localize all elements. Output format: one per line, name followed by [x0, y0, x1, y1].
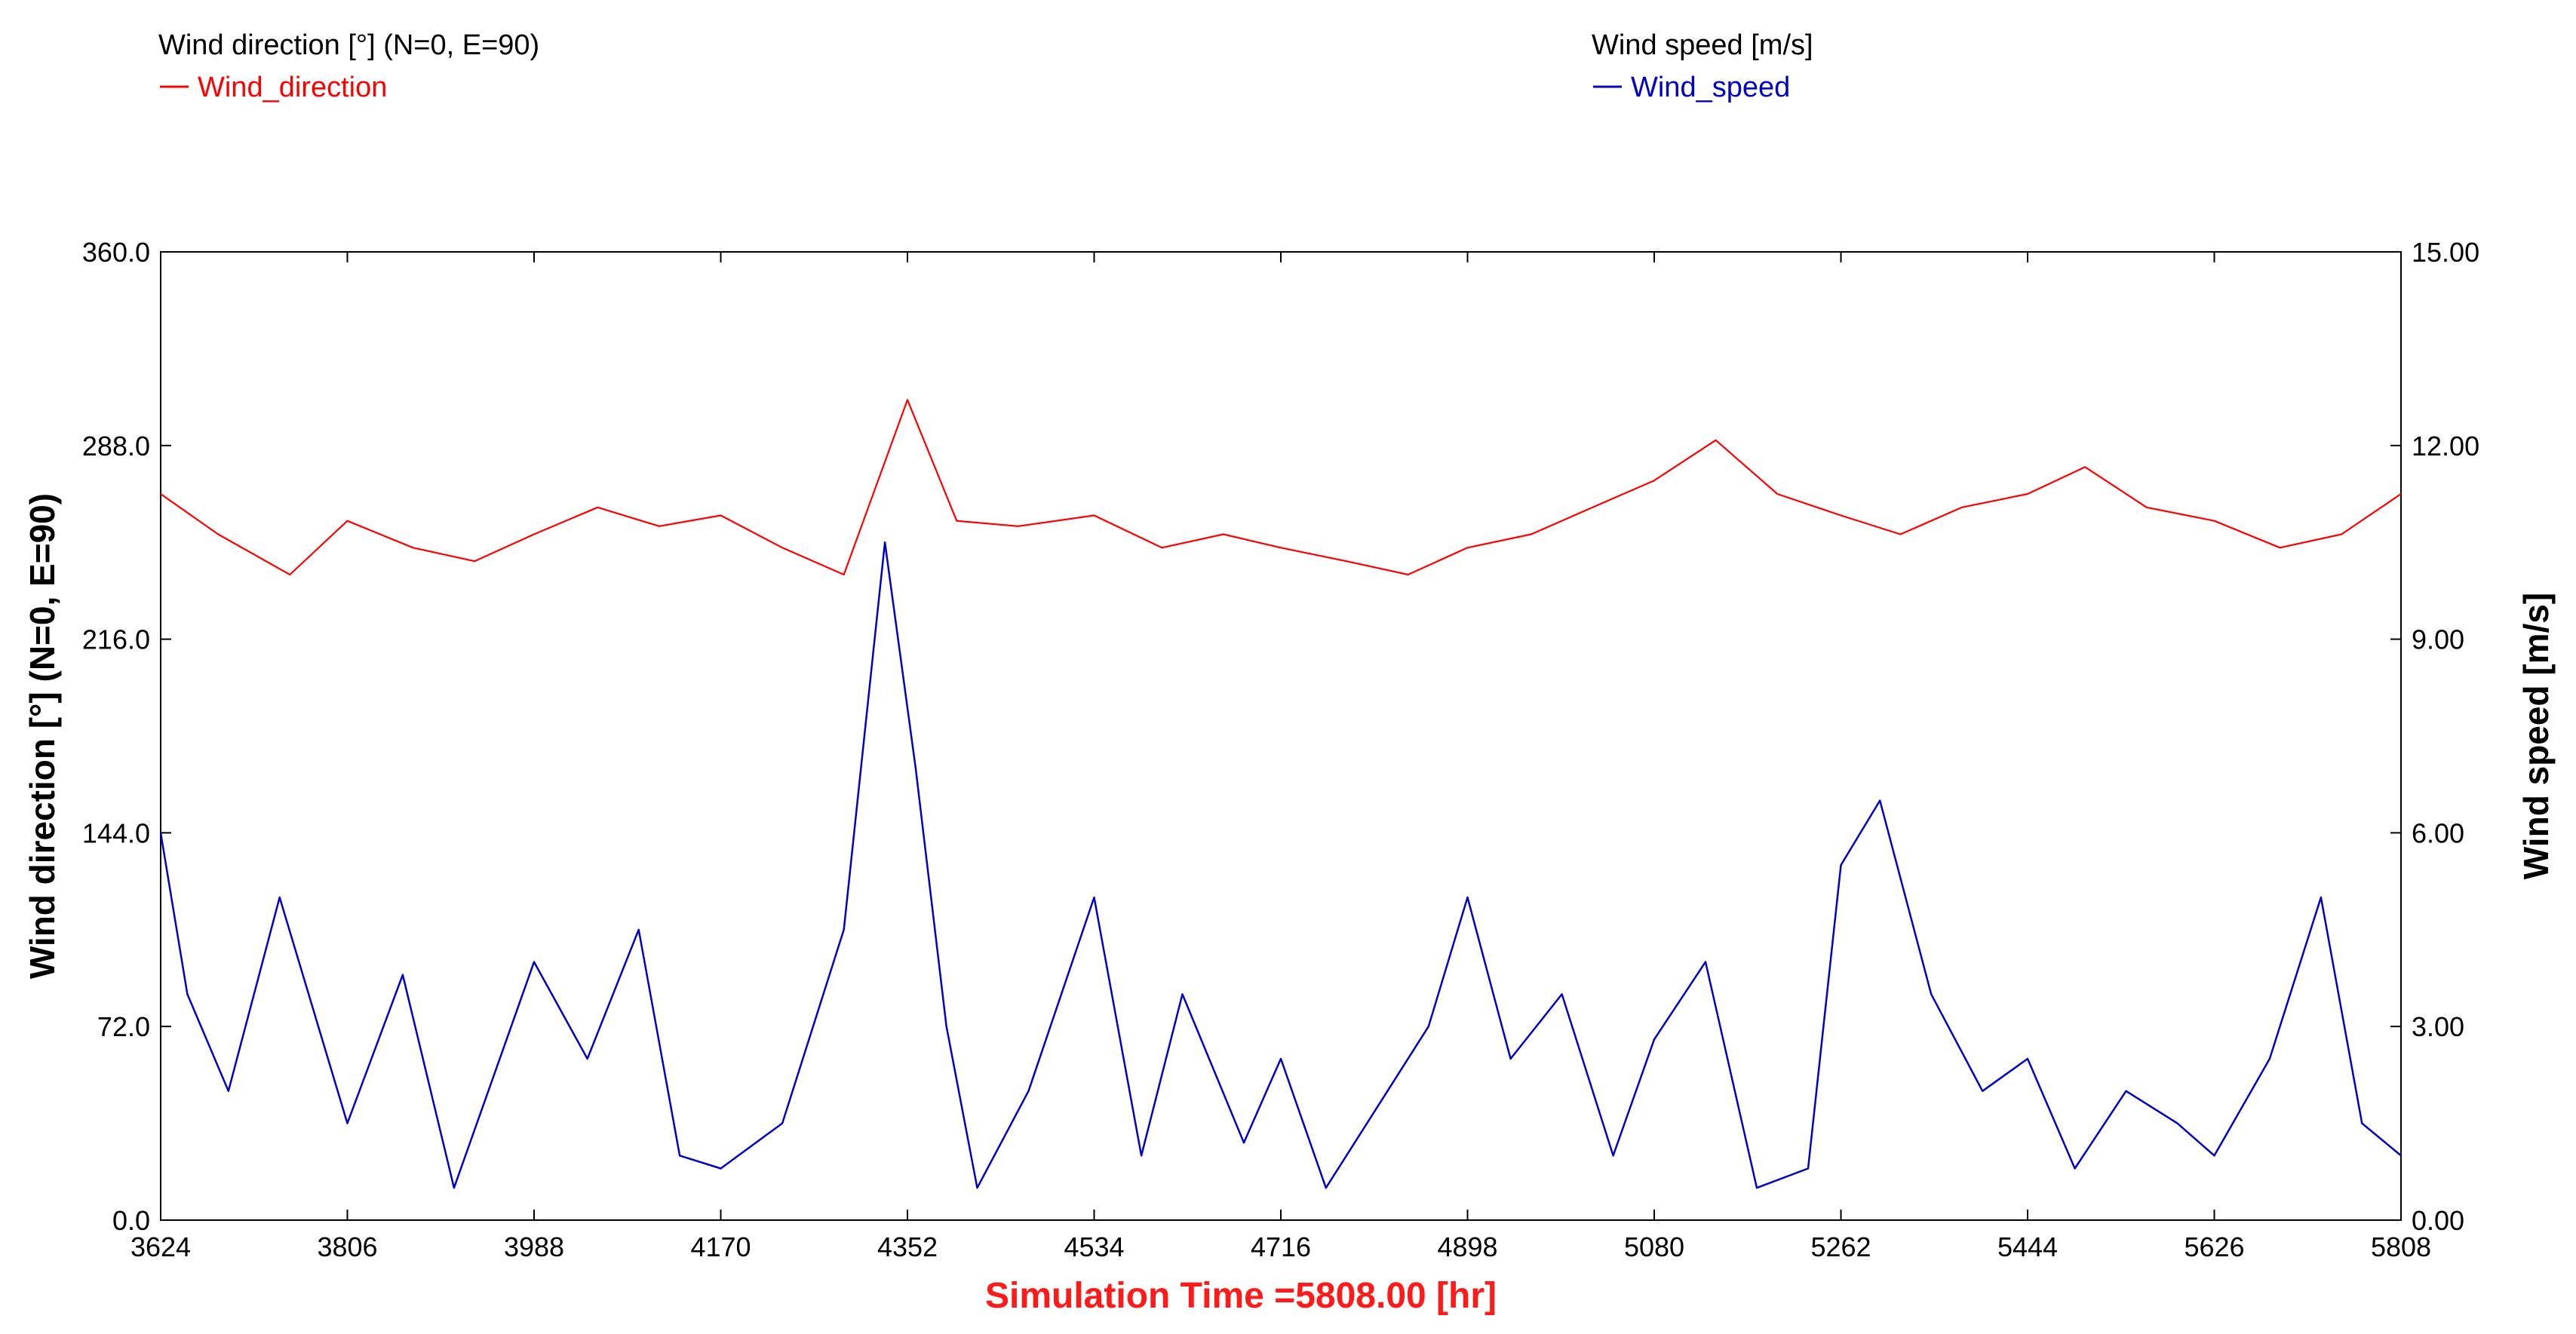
y-right-tick-label: 6.00 [2412, 817, 2464, 848]
x-axis-title: Simulation Time =5808.00 [hr] [985, 1276, 1497, 1316]
y-left-tick-label: 72.0 [97, 1011, 150, 1042]
y-right-tick-label: 12.00 [2412, 431, 2479, 462]
y-left-tick-label: 360.0 [82, 237, 150, 268]
x-tick-label: 3624 [130, 1231, 191, 1262]
plot-area-frame [160, 251, 2402, 1221]
y-axis-right-title: Wind speed [m/s] [2516, 593, 2556, 879]
y-axis-right: 0.00 3.00 6.00 9.00 12.00 15.00 [2390, 237, 2479, 1236]
x-tick-label: 4898 [1437, 1231, 1497, 1262]
legend-wind-speed-label: Wind_speed [1631, 72, 1790, 103]
x-tick-label: 5262 [1810, 1231, 1871, 1262]
x-tick-label: 5444 [1997, 1231, 2058, 1262]
y-right-tick-label: 15.00 [2412, 237, 2479, 268]
y-axis-left-title: Wind direction [°] (N=0, E=90) [23, 493, 62, 979]
y-right-tick-label: 9.00 [2412, 624, 2464, 655]
x-tick-label: 4716 [1251, 1231, 1311, 1262]
x-tick-label: 4170 [690, 1231, 751, 1262]
x-tick-label: 5808 [2371, 1231, 2431, 1262]
x-tick-label: 3806 [317, 1231, 377, 1262]
x-tick-label: 4352 [877, 1231, 938, 1262]
y-axis-left: 0.0 72.0 144.0 216.0 288.0 360.0 [82, 237, 171, 1236]
y-left-tick-label: 144.0 [82, 817, 150, 848]
x-tick-label: 4534 [1064, 1231, 1124, 1262]
legend-right-title: Wind speed [m/s] [1592, 29, 1813, 61]
y-right-tick-label: 0.00 [2412, 1205, 2464, 1236]
x-tick-label: 5080 [1624, 1231, 1684, 1262]
y-left-tick-label: 216.0 [82, 624, 150, 655]
y-left-tick-label: 288.0 [82, 431, 150, 462]
legend-wind-direction-label: Wind_direction [198, 72, 387, 103]
x-tick-label: 5626 [2184, 1231, 2244, 1262]
plot-clip-group [159, 399, 2402, 1189]
x-axis: 3624 3806 3988 4170 4352 4534 4716 4898 5080 5262… [130, 252, 2431, 1262]
series-line-wind-speed [159, 541, 2402, 1189]
y-left-tick-label: 0.0 [112, 1205, 150, 1236]
y-right-tick-label: 3.00 [2412, 1011, 2464, 1042]
x-tick-label: 3988 [504, 1231, 564, 1262]
legend-left-title: Wind direction [°] (N=0, E=90) [158, 29, 539, 61]
series-line-wind-direction [160, 399, 2402, 576]
